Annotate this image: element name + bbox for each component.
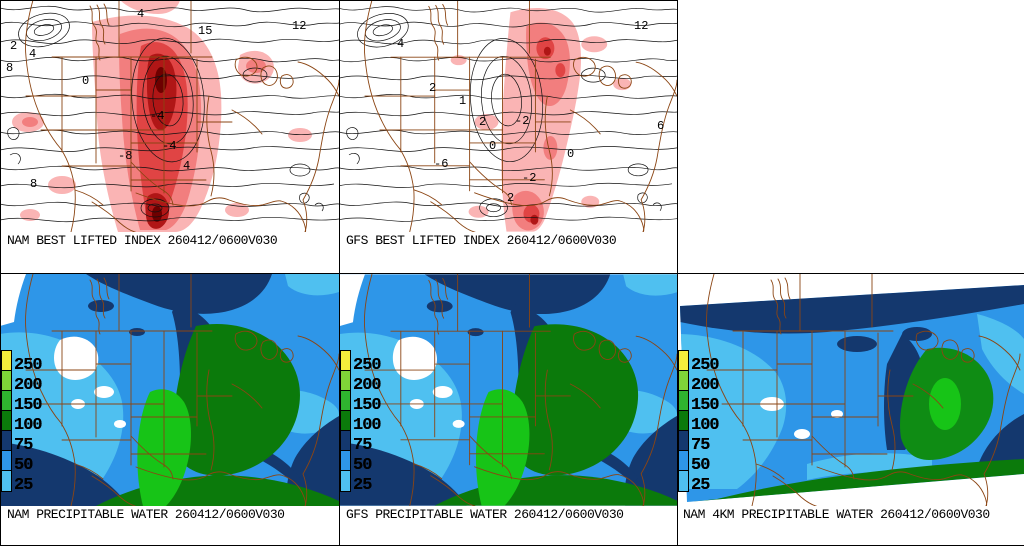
panel-title-nam-pw: NAM PRECIPITABLE WATER 260412/0600V030 <box>7 507 285 522</box>
colorbar-segment <box>341 431 350 451</box>
colorbar-segment <box>341 411 350 431</box>
gfs-precip-water-map <box>339 274 677 506</box>
contour-label: -2 <box>522 171 537 185</box>
colorbar-label: 100 <box>691 416 720 435</box>
colorbar-segment <box>679 391 688 411</box>
colorbar-label: 50 <box>691 456 710 475</box>
precip-water-scale-labels: 250 200 150 100 75 50 25 <box>353 356 382 496</box>
panel-gfs-precip-water: 250 200 150 100 75 50 25 GFS PRECIPITABLE WATE… <box>339 274 677 546</box>
nam-li-contour-labels: 4 15 12 2 4 8 0 -4 -4 4 8 -8 <box>0 0 339 232</box>
panel-title-nam-li: NAM BEST LIFTED INDEX 260412/0600V030 <box>7 233 278 248</box>
colorbar-segment <box>679 371 688 391</box>
colorbar-segment <box>2 411 11 431</box>
precip-water-scale-labels: 250 200 150 100 75 50 25 <box>14 356 43 496</box>
contour-label: 15 <box>198 24 213 38</box>
colorbar-segment <box>2 351 11 371</box>
colorbar-segment <box>2 371 11 391</box>
colorbar-segment <box>679 351 688 371</box>
precip-water-colorbar <box>1 350 12 492</box>
colorbar-label: 250 <box>14 356 43 375</box>
colorbar-label: 150 <box>691 396 720 415</box>
precip-water-colorbar <box>340 350 351 492</box>
contour-label: -8 <box>118 149 133 163</box>
colorbar-label: 250 <box>353 356 382 375</box>
panel-title-gfs-li: GFS BEST LIFTED INDEX 260412/0600V030 <box>346 233 617 248</box>
contour-label: 12 <box>634 19 649 33</box>
contour-label: 2 <box>507 191 515 205</box>
colorbar-label: 150 <box>14 396 43 415</box>
contour-label: 2 <box>10 39 18 53</box>
gfs-li-contour-labels: 2 1 2 -2 0 12 6 4 -2 2 -6 0 <box>339 0 677 232</box>
panel-nam-lifted-index: 4 15 12 2 4 8 0 -4 -4 4 8 -8 NAM BEST LI… <box>0 0 339 273</box>
colorbar-segment <box>2 451 11 471</box>
contour-label: 8 <box>30 177 38 191</box>
colorbar-label: 75 <box>691 436 710 455</box>
contour-label: 4 <box>137 7 145 21</box>
colorbar-label: 75 <box>14 436 33 455</box>
contour-label: 4 <box>183 159 191 173</box>
colorbar-label: 25 <box>14 476 33 495</box>
nam-lifted-index-map <box>0 0 339 232</box>
panel-nam-precip-water: 250 200 150 100 75 50 25 NAM PRECIPITABLE WATE… <box>0 274 339 546</box>
contour-label: 0 <box>82 74 90 88</box>
contour-label: 0 <box>489 139 497 153</box>
colorbar-label: 25 <box>691 476 710 495</box>
contour-label: 4 <box>29 47 37 61</box>
colorbar-label: 100 <box>14 416 43 435</box>
colorbar-segment <box>2 391 11 411</box>
colorbar-label: 200 <box>353 376 382 395</box>
contour-label: 2 <box>429 81 437 95</box>
panel-gfs-lifted-index: 2 1 2 -2 0 12 6 4 -2 2 -6 0 GFS BEST LIF… <box>339 0 677 273</box>
panel-title-gfs-pw: GFS PRECIPITABLE WATER 260412/0600V030 <box>346 507 624 522</box>
colorbar-segment <box>679 451 688 471</box>
colorbar-label: 50 <box>14 456 33 475</box>
panel-nam4km-precip-water: 250 200 150 100 75 50 25 NAM 4KM PRECIPITABLE … <box>677 274 1024 546</box>
colorbar-segment <box>2 471 11 491</box>
colorbar-segment <box>341 471 350 491</box>
colorbar-segment <box>679 431 688 451</box>
contour-label: -4 <box>162 139 177 153</box>
contour-label: -4 <box>150 109 165 123</box>
colorbar-label: 200 <box>14 376 43 395</box>
contour-label: 0 <box>567 147 575 161</box>
colorbar-segment <box>2 431 11 451</box>
panel-title-nam4km-pw: NAM 4KM PRECIPITABLE WATER 260412/0600V0… <box>683 507 990 522</box>
colorbar-segment <box>679 471 688 491</box>
colorbar-label: 100 <box>353 416 382 435</box>
precip-water-scale-labels: 250 200 150 100 75 50 25 <box>691 356 720 496</box>
gfs-lifted-index-map <box>339 0 677 232</box>
colorbar-label: 75 <box>353 436 372 455</box>
colorbar-label: 250 <box>691 356 720 375</box>
contour-label: 1 <box>459 94 467 108</box>
colorbar-segment <box>341 351 350 371</box>
divider-horizontal-middle <box>0 273 1024 274</box>
precip-water-colorbar <box>678 350 689 492</box>
nam-precip-water-map <box>0 274 339 506</box>
colorbar-segment <box>341 371 350 391</box>
colorbar-segment <box>341 391 350 411</box>
colorbar-label: 50 <box>353 456 372 475</box>
colorbar-label: 200 <box>691 376 720 395</box>
panel-empty <box>677 0 1024 273</box>
contour-label: 4 <box>397 37 405 51</box>
colorbar-label: 150 <box>353 396 382 415</box>
contour-label: 12 <box>292 19 307 33</box>
contour-label: -6 <box>434 157 449 171</box>
contour-label: 8 <box>6 61 14 75</box>
colorbar-segment <box>341 451 350 471</box>
nam4km-precip-water-map <box>677 274 1024 506</box>
colorbar-label: 25 <box>353 476 372 495</box>
contour-label: 2 <box>479 115 487 129</box>
contour-label: -2 <box>515 114 530 128</box>
contour-label: 6 <box>657 119 665 133</box>
colorbar-segment <box>679 411 688 431</box>
